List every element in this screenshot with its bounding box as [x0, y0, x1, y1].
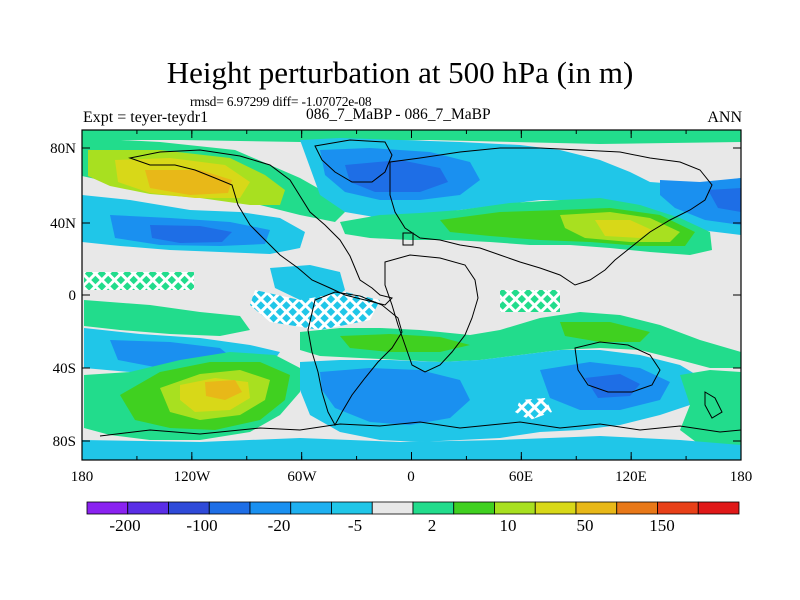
colorbar-label: 2	[428, 516, 437, 535]
lon-label: 120W	[174, 469, 212, 485]
contour-nh-deepblue-east	[345, 160, 448, 192]
coast-caspian-sea	[402, 232, 414, 246]
coastlines	[99, 139, 741, 437]
colorbar-label: -20	[268, 516, 291, 535]
coast-new-zealand	[704, 391, 723, 419]
hatch-tropics-cyan	[250, 290, 380, 330]
contour-nh-deepblue-west	[150, 225, 232, 243]
colorbar-label: 50	[577, 516, 594, 535]
contour-nh-deepblue-far-east	[708, 188, 741, 212]
lon-label: 120E	[615, 469, 647, 485]
colorbar-swatch	[331, 501, 373, 515]
coast-north-america	[128, 149, 393, 306]
colorbar-swatch	[249, 501, 292, 515]
colorbar-swatch	[168, 501, 210, 515]
season-label: ANN	[707, 109, 742, 126]
colorbar-swatch	[616, 501, 658, 515]
lon-label: 60W	[287, 469, 317, 485]
lat-label: 40S	[53, 361, 76, 377]
colorbar-swatch	[86, 501, 129, 515]
lat-label: 80N	[50, 141, 76, 157]
colorbar-swatch	[453, 501, 495, 515]
coast-africa	[384, 254, 479, 373]
colorbar-swatch	[697, 501, 740, 515]
contour-sh-lightgreen-center	[340, 334, 470, 352]
lat-label: 40N	[50, 216, 76, 232]
coast-eurasia	[389, 147, 713, 286]
case-label: 086_7_MaBP - 086_7_MaBP	[306, 106, 491, 123]
lon-label: 180	[730, 469, 753, 485]
contour-sh-orange-west	[205, 380, 242, 400]
map-title: Height perturbation at 500 hPa (in m)	[166, 55, 634, 90]
lat-label: 0	[69, 288, 77, 304]
colorbar-swatch	[127, 501, 169, 515]
contour-nh-yellow-east	[595, 220, 652, 238]
contour-sh-green-far-east	[680, 370, 741, 445]
colorbar-swatch	[208, 501, 251, 515]
colorbar-swatch	[534, 501, 577, 515]
colorbar	[86, 501, 740, 515]
axis-ticks	[81, 130, 742, 460]
colorbar-swatch	[290, 501, 332, 515]
stats-label: rmsd= 6.97299 diff= -1.07072e-08	[190, 94, 372, 109]
colorbar-labels: -200 -100 -20 -5 2 10 50 150	[109, 516, 674, 535]
colorbar-label: -5	[348, 516, 362, 535]
coast-australia	[574, 341, 661, 393]
colorbar-swatch	[412, 501, 455, 515]
contour-sh-blue-center	[320, 368, 470, 425]
colorbar-label: -200	[109, 516, 140, 535]
latitude-axis: 80N 40N 0 40S 80S	[50, 141, 76, 450]
hatch-tropics-east	[500, 290, 560, 312]
colorbar-swatch	[371, 501, 414, 515]
colorbar-swatch	[575, 501, 618, 515]
contour-tropics-cyan	[270, 265, 345, 302]
colorbar-label: -100	[186, 516, 217, 535]
contour-antarctic-cyan	[82, 436, 741, 460]
lat-label: 80S	[53, 434, 76, 450]
colorbar-swatch	[494, 501, 536, 515]
lon-label: 60E	[509, 469, 533, 485]
coast-greenland	[314, 139, 393, 183]
coast-antarctica	[99, 421, 741, 437]
coast-south-america	[307, 291, 403, 427]
colorbar-label: 150	[649, 516, 675, 535]
experiment-label: Expt = teyer-teydr1	[83, 109, 209, 126]
contour-sh-green-center	[300, 312, 741, 368]
longitude-axis: 180 120W 60W 0 60E 120E 180	[71, 469, 753, 485]
contour-tropics-green	[84, 300, 250, 336]
contour-sh-lightgreen-east	[560, 322, 650, 342]
height-perturbation-map	[82, 130, 741, 460]
hatch-tropics-west	[84, 272, 194, 290]
lon-label: 0	[407, 469, 415, 485]
colorbar-swatch	[657, 501, 699, 515]
hatch-sh-east	[515, 398, 552, 420]
colorbar-label: 10	[500, 516, 517, 535]
lon-label: 180	[71, 469, 94, 485]
